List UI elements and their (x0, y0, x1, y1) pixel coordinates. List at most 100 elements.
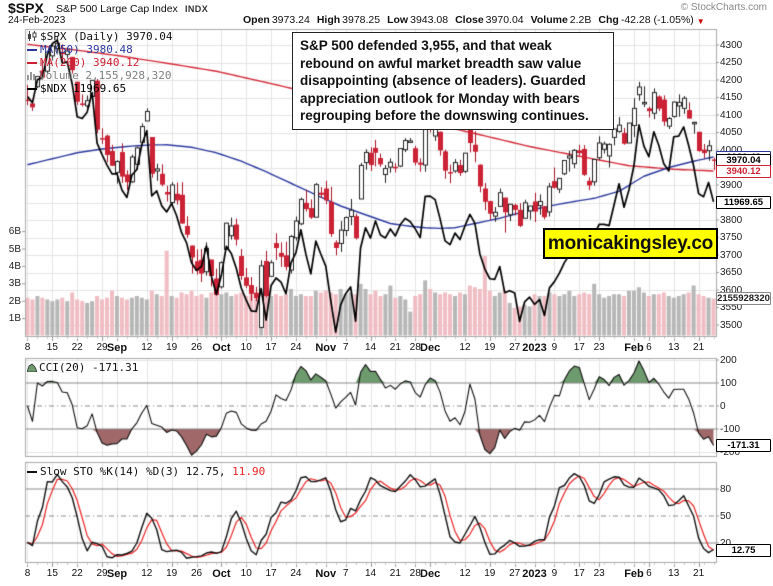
y-axis-label: 3900 (720, 179, 743, 191)
legend-ma50: MA(50) 3980.48 (27, 44, 133, 55)
legend-ma200: MA(200) 3940.12 (27, 57, 139, 68)
y-axis-label: 4050 (720, 127, 743, 138)
x-axis-label: 15 (46, 568, 58, 579)
x-axis-label: 29 (96, 342, 108, 353)
x-axis-label: 27 (509, 342, 521, 353)
legend-volume: Volume 2,155,928,320 (27, 70, 171, 81)
x-axis-label: 19 (484, 342, 496, 353)
ma50-line-icon (27, 49, 37, 51)
y-axis-label: 3750 (720, 232, 743, 243)
y-axis-label: 0 (720, 400, 726, 412)
x-axis-label: 24 (290, 568, 302, 579)
watermark-link[interactable]: monicakingsley.co (543, 228, 718, 259)
y-axis-label: 200 (720, 354, 737, 366)
x-axis-label: 15 (46, 342, 58, 353)
x-axis-label: 22 (71, 568, 83, 579)
volume-bars-icon (27, 72, 35, 80)
y-axis-label: 5B (8, 243, 21, 255)
x-axis-label: 7 (342, 568, 349, 579)
x-axis-label: Dec (420, 568, 441, 580)
quote-close: Close 3970.04 (455, 14, 524, 26)
x-axis-label: 9 (551, 568, 558, 579)
cci-legend: CCI(20) -171.31 (26, 362, 138, 373)
x-axis-label: 17 (573, 342, 585, 353)
quote-date: 24-Feb-2023 (8, 15, 66, 26)
legend-spx: $SPX (Daily) 3970.04 (27, 31, 172, 42)
x-axis-label: 17 (265, 568, 277, 579)
x-axis-label: 14 (364, 568, 377, 579)
symbol: $SPX (8, 0, 44, 16)
x-axis-label: Feb (624, 568, 644, 580)
cci-area-icon (26, 363, 38, 373)
price-callout: 3970.04 (716, 154, 771, 168)
x-axis-label: 6 (646, 342, 652, 353)
y-axis-label: 4150 (720, 92, 743, 103)
y-axis-label: 3600 (720, 284, 743, 296)
ma200-line-icon (27, 62, 37, 64)
sto-legend: Slow STO %K(14) %D(3) 12.75, 11.90 (27, 466, 265, 477)
price-callout: 12.75 (716, 543, 771, 557)
x-axis-label: Nov (315, 342, 337, 354)
y-axis-label: 3B (8, 278, 21, 290)
x-axis-label: 9 (551, 342, 558, 353)
y-axis-label: 3650 (720, 267, 743, 278)
x-axis-label: 14 (364, 342, 377, 353)
x-axis-label: 19 (484, 568, 496, 579)
x-axis-label: 28 (409, 342, 421, 353)
price-callout: 11969.65 (716, 195, 771, 209)
legend-ndx: $NDX 11969.65 (27, 83, 126, 94)
exchange-label: INDX (185, 4, 209, 14)
x-axis-label: 13 (668, 568, 680, 579)
x-axis-label: 12 (459, 568, 471, 579)
candlestick-icon (28, 31, 37, 41)
x-axis-label: 21 (693, 568, 705, 579)
analyst-annotation: S&P 500 defended 3,955, and that weak re… (292, 32, 614, 130)
x-axis-label: 26 (190, 568, 203, 579)
y-axis-label: 50 (720, 510, 732, 522)
x-axis-label: Oct (212, 568, 231, 580)
x-axis-label: 19 (166, 568, 178, 579)
y-axis-label: 3700 (720, 249, 743, 261)
x-axis-label: 7 (342, 342, 349, 353)
x-axis-label: 24 (290, 342, 302, 353)
x-axis-label: 8 (24, 568, 31, 579)
x-axis-label: 6 (646, 568, 652, 579)
y-axis-label: 4200 (720, 74, 743, 86)
x-axis-label: Sep (106, 568, 128, 580)
x-axis-label: 12 (459, 342, 471, 353)
x-axis-label: 10 (240, 568, 252, 579)
y-axis-label: 6B (8, 226, 21, 238)
y-axis-label: 4300 (720, 39, 743, 51)
y-axis-label: 3550 (720, 302, 743, 313)
x-axis-label: 13 (668, 342, 680, 353)
x-axis-label: Sep (106, 342, 128, 354)
price-callout: 3940.12 (716, 164, 771, 178)
y-axis-label: 4100 (720, 109, 743, 121)
y-axis-label: 4250 (720, 57, 743, 68)
quote-high: High 3978.25 (316, 14, 381, 26)
y-axis-label: 4B (8, 260, 21, 272)
x-axis-label: 23 (593, 568, 605, 579)
x-axis-label: 17 (573, 568, 585, 579)
x-axis-label: Dec (420, 342, 441, 354)
x-axis-label: 21 (389, 342, 401, 353)
y-axis-label: 100 (720, 377, 737, 389)
index-name: S&P 500 Large Cap Index (56, 3, 178, 15)
y-axis-label: 3800 (720, 214, 743, 226)
x-axis-label: 12 (141, 342, 153, 353)
price-callout: -171.31 (716, 439, 771, 453)
x-axis-label: 23 (593, 342, 605, 353)
x-axis-label: 2023 (522, 568, 547, 580)
x-axis-label: 10 (240, 342, 252, 353)
x-axis-label: Oct (212, 342, 231, 354)
y-axis-label: 80 (720, 483, 732, 495)
y-axis-label: 20 (720, 538, 731, 549)
y-axis-label: -100 (720, 423, 741, 435)
x-axis-label: 29 (96, 568, 108, 579)
x-axis-label: 27 (509, 568, 521, 579)
x-axis-label: 19 (166, 342, 178, 353)
x-axis-label: Nov (315, 568, 337, 580)
x-axis-label: 21 (693, 342, 705, 353)
x-axis-label: 2023 (522, 342, 547, 354)
